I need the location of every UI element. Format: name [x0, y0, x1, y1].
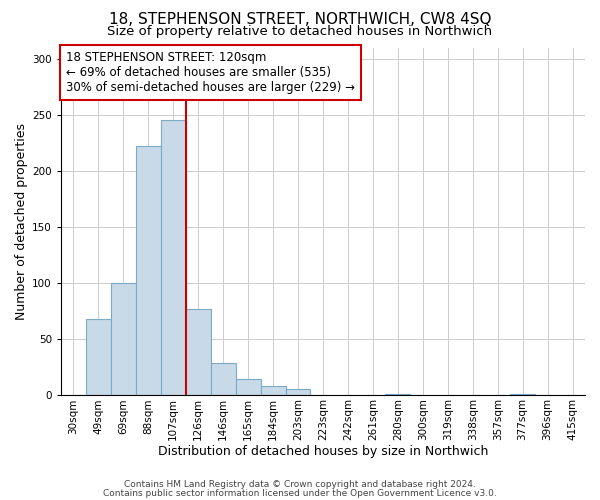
Bar [510, 394, 535, 396]
Bar [260, 386, 286, 396]
Bar [236, 378, 260, 396]
Bar [211, 363, 236, 396]
Text: Contains HM Land Registry data © Crown copyright and database right 2024.: Contains HM Land Registry data © Crown c… [124, 480, 476, 489]
X-axis label: Distribution of detached houses by size in Northwich: Distribution of detached houses by size … [158, 444, 488, 458]
Text: Size of property relative to detached houses in Northwich: Size of property relative to detached ho… [107, 25, 493, 38]
Text: 18, STEPHENSON STREET, NORTHWICH, CW8 4SQ: 18, STEPHENSON STREET, NORTHWICH, CW8 4S… [109, 12, 491, 28]
Bar [286, 388, 310, 396]
Bar [86, 319, 111, 396]
Y-axis label: Number of detached properties: Number of detached properties [15, 123, 28, 320]
Bar [136, 146, 161, 396]
Text: 18 STEPHENSON STREET: 120sqm
← 69% of detached houses are smaller (535)
30% of s: 18 STEPHENSON STREET: 120sqm ← 69% of de… [66, 51, 355, 94]
Bar [385, 394, 410, 396]
Bar [186, 309, 211, 396]
Bar [111, 283, 136, 396]
Text: Contains public sector information licensed under the Open Government Licence v3: Contains public sector information licen… [103, 488, 497, 498]
Bar [161, 120, 186, 396]
